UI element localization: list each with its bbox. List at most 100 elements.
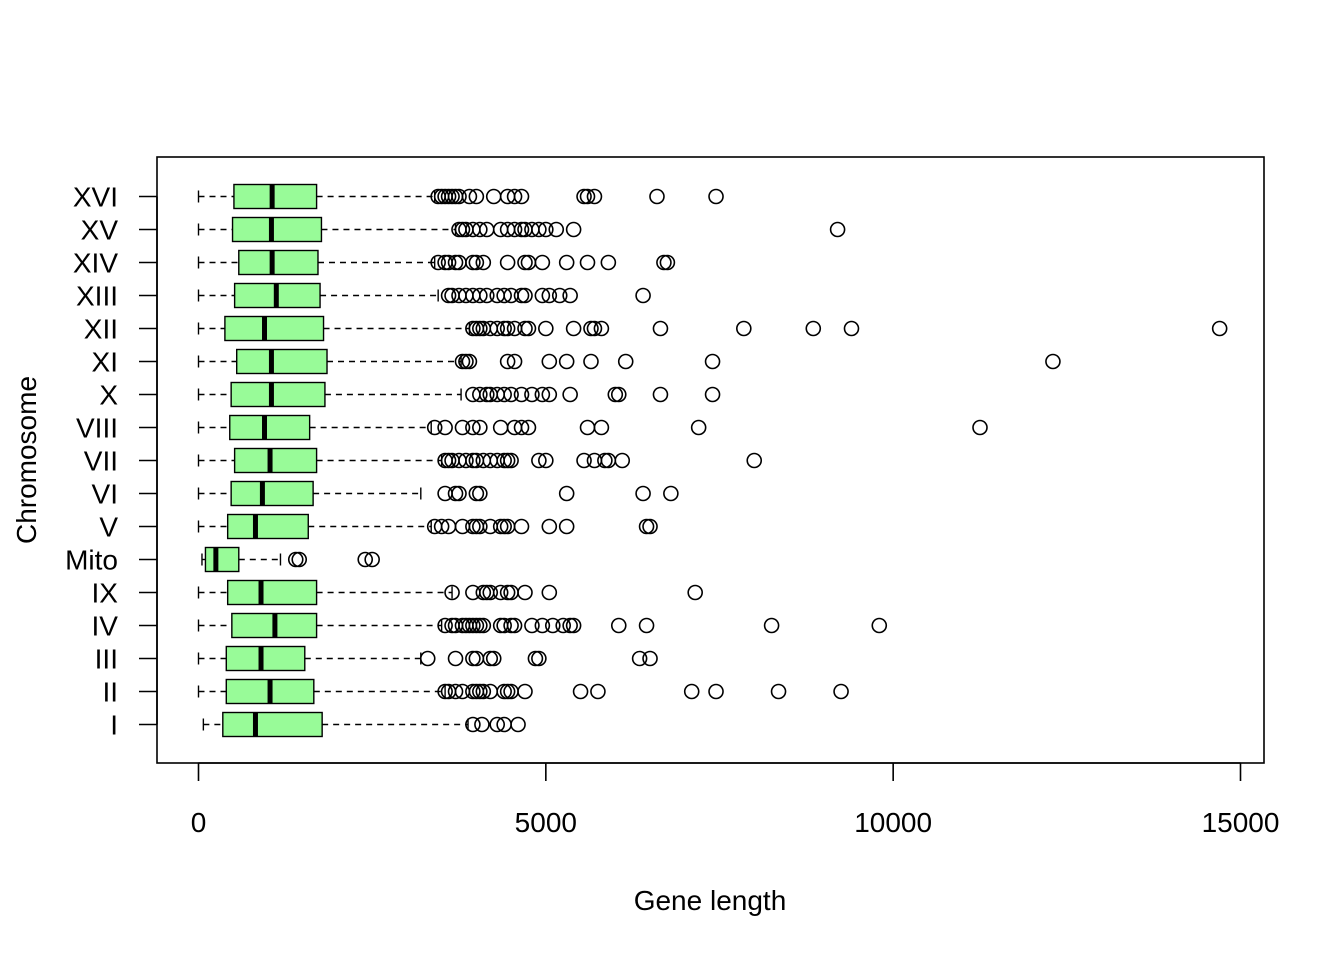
outlier-point xyxy=(598,454,612,468)
outlier-point xyxy=(737,322,751,336)
box-iqr xyxy=(225,317,324,341)
box-iqr xyxy=(237,350,327,374)
outlier-point xyxy=(831,223,845,237)
box-xv xyxy=(199,218,845,242)
outlier-point xyxy=(449,652,463,666)
box-vii xyxy=(199,449,762,473)
outlier-point xyxy=(563,388,577,402)
outlier-point xyxy=(542,586,556,600)
x-tick-label: 15000 xyxy=(1202,807,1280,838)
outlier-point xyxy=(532,652,546,666)
outlier-point xyxy=(594,421,608,435)
box-iqr xyxy=(231,482,313,506)
outlier-point xyxy=(615,454,629,468)
box-iqr xyxy=(233,218,322,242)
outlier-point xyxy=(601,256,615,270)
outlier-point xyxy=(574,685,588,699)
outlier-point xyxy=(542,520,556,534)
outlier-point xyxy=(473,487,487,501)
outlier-point xyxy=(560,355,574,369)
outlier-point xyxy=(475,718,489,732)
outlier-point xyxy=(469,652,483,666)
y-axis-label: Chromosome xyxy=(11,376,42,544)
y-tick-label: VI xyxy=(92,479,118,510)
outlier-point xyxy=(636,289,650,303)
outlier-point xyxy=(497,520,511,534)
outlier-point xyxy=(709,190,723,204)
outlier-point xyxy=(706,355,720,369)
outlier-point xyxy=(685,685,699,699)
y-tick-label: IX xyxy=(92,578,119,609)
outlier-point xyxy=(452,256,466,270)
outlier-point xyxy=(653,388,667,402)
box-v xyxy=(199,515,658,539)
outlier-point xyxy=(483,652,497,666)
x-axis: 0 5000 10000 15000 xyxy=(191,763,1280,838)
y-tick-label: VIII xyxy=(76,413,118,444)
outlier-point xyxy=(501,685,515,699)
box-iqr xyxy=(239,251,318,275)
outlier-point xyxy=(612,388,626,402)
outlier-point xyxy=(504,586,518,600)
outlier-point xyxy=(501,454,515,468)
y-tick-label: VII xyxy=(84,446,118,477)
y-tick-label: XV xyxy=(81,215,119,246)
outlier-point xyxy=(292,553,306,567)
box-mito xyxy=(202,548,379,572)
outlier-point xyxy=(650,190,664,204)
x-tick-label: 0 xyxy=(191,807,207,838)
y-tick-label: XIV xyxy=(73,248,118,279)
box-i xyxy=(203,713,525,737)
outlier-point xyxy=(563,289,577,303)
outlier-point xyxy=(660,256,674,270)
outlier-point xyxy=(494,421,508,435)
y-tick-label: V xyxy=(99,512,118,543)
outlier-point xyxy=(973,421,987,435)
outlier-point xyxy=(612,619,626,633)
outlier-point xyxy=(518,586,532,600)
outlier-point xyxy=(643,520,657,534)
outlier-point xyxy=(501,256,515,270)
y-tick-label: XII xyxy=(84,314,118,345)
outlier-point xyxy=(560,520,574,534)
outlier-point xyxy=(528,652,542,666)
outlier-point xyxy=(765,619,779,633)
outlier-point xyxy=(511,718,525,732)
outlier-point xyxy=(692,421,706,435)
outlier-point xyxy=(872,619,886,633)
outlier-point xyxy=(640,619,654,633)
outlier-point xyxy=(289,553,303,567)
box-ix xyxy=(199,581,703,605)
outlier-point xyxy=(581,421,595,435)
outlier-point xyxy=(806,322,820,336)
y-tick-label: IV xyxy=(92,611,119,642)
x-tick-label: 10000 xyxy=(854,807,932,838)
box-iqr xyxy=(234,185,317,209)
box-vi xyxy=(199,482,678,506)
y-tick-label: X xyxy=(99,380,118,411)
outlier-point xyxy=(834,685,848,699)
box-xiv xyxy=(199,251,675,275)
outlier-point xyxy=(1213,322,1227,336)
outlier-point xyxy=(591,685,605,699)
outlier-point xyxy=(469,520,483,534)
outlier-point xyxy=(560,256,574,270)
outlier-point xyxy=(653,322,667,336)
box-iii xyxy=(199,647,658,671)
box-iqr xyxy=(228,581,317,605)
plot-frame xyxy=(157,157,1264,763)
box-xvi xyxy=(199,185,724,209)
outlier-point xyxy=(480,586,494,600)
outlier-point xyxy=(487,190,501,204)
y-tick-label: XIII xyxy=(76,281,118,312)
outlier-point xyxy=(542,355,556,369)
y-tick-label: I xyxy=(110,710,118,741)
outlier-point xyxy=(508,619,522,633)
outlier-point xyxy=(608,388,622,402)
y-tick-label: XVI xyxy=(73,182,118,213)
box-xii xyxy=(199,317,1227,341)
outlier-point xyxy=(535,256,549,270)
outlier-point xyxy=(539,322,553,336)
outlier-point xyxy=(581,256,595,270)
